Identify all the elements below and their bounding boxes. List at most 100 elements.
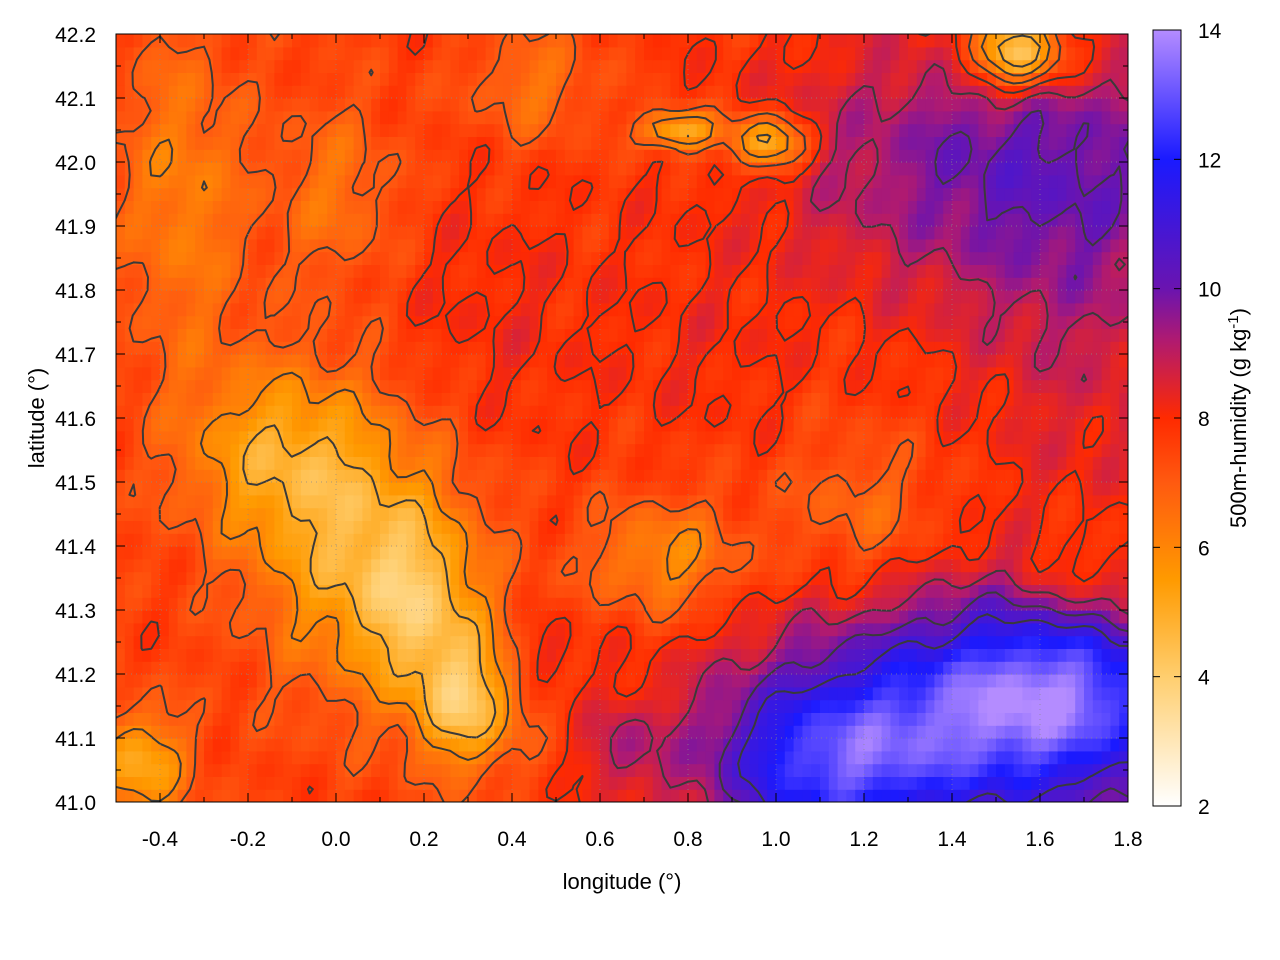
heatmap-cell [820,405,830,419]
heatmap-cell [283,520,293,534]
heatmap-cell [635,379,645,393]
heatmap-cell [635,354,645,368]
heatmap-cell [1004,469,1015,483]
heatmap-cell [758,469,768,483]
heatmap-cell [133,763,143,777]
heatmap-cell [248,430,258,445]
heatmap-cell [529,635,539,649]
heatmap-cell [239,546,249,560]
heatmap-cell [239,315,249,329]
heatmap-cell [556,622,566,637]
heatmap-cell [802,610,812,624]
heatmap-cell [450,392,460,406]
heatmap-cell [432,622,443,637]
heatmap-cell [591,738,601,752]
heatmap-cell [987,315,997,329]
heatmap-cell [591,763,601,777]
heatmap-cell [441,520,451,534]
heatmap-cell [652,597,663,611]
heatmap-cell [494,392,504,406]
heatmap-cell [406,430,416,445]
heatmap-cell [230,469,240,483]
heatmap-cell [802,251,812,265]
heatmap-cell [688,610,698,624]
heatmap-cell [415,264,425,278]
heatmap-cell [996,648,1006,662]
heatmap-cell [388,533,399,547]
heatmap-cell [652,315,663,329]
heatmap-cell [124,648,135,662]
heatmap-cell [582,341,592,355]
heatmap-cell [309,328,319,342]
heatmap-cell [767,738,777,752]
heatmap-cell [1092,648,1103,662]
heatmap-cell [872,341,883,355]
heatmap-cell [327,469,337,483]
heatmap-cell [1092,302,1103,317]
heatmap-cell [336,482,346,496]
heatmap-cell [943,674,953,688]
heatmap-cell [617,661,627,675]
heatmap-cell [705,443,715,457]
heatmap-cell [573,482,583,496]
heatmap-cell [943,648,953,662]
heatmap-cell [1101,571,1111,585]
heatmap-cell [696,392,707,406]
heatmap-cell [292,725,302,739]
heatmap-cell [380,776,390,790]
heatmap-cell [327,674,337,688]
heatmap-cell [415,430,425,445]
heatmap-cell [661,507,671,521]
heatmap-cell [424,558,434,573]
heatmap-cell [336,302,346,317]
heatmap-cell [1013,661,1023,675]
heatmap-cell [934,533,944,547]
heatmap-cell [221,315,231,329]
heatmap-cell [793,507,803,521]
heatmap-cell [925,725,935,739]
heatmap-cell [1110,546,1120,560]
heatmap-cell [186,277,196,291]
heatmap-cell [388,392,399,406]
heatmap-cell [327,277,337,291]
heatmap-cell [397,699,407,713]
heatmap-cell [468,648,478,662]
heatmap-cell [943,482,953,496]
heatmap-cell [864,533,874,547]
heatmap-cell [538,750,548,765]
heatmap-cell [1022,341,1032,355]
heatmap-cell [529,302,539,317]
heatmap-cell [934,763,944,777]
heatmap-cell [996,520,1006,534]
heatmap-cell [353,251,363,265]
heatmap-cell [1022,648,1032,662]
heatmap-cell [837,392,847,406]
heatmap-cell [661,533,671,547]
heatmap-cell [573,533,583,547]
heatmap-cell [1057,494,1067,509]
heatmap-cell [1031,750,1041,765]
heatmap-cell [239,738,249,752]
heatmap-cell [1075,712,1085,726]
heatmap-cell [644,584,654,598]
heatmap-cell [943,699,953,713]
heatmap-cell [925,302,935,317]
heatmap-cell [1110,699,1120,713]
heatmap-cell [899,341,909,355]
heatmap-cell [177,750,187,765]
heatmap-cell [644,597,654,611]
heatmap-cell [494,482,504,496]
heatmap-cell [476,443,487,457]
heatmap-cell [177,456,187,470]
heatmap-cell [265,789,275,802]
heatmap-cell [327,418,337,432]
heatmap-cell [740,341,751,355]
heatmap-cell [784,571,795,585]
heatmap-cell [274,482,284,496]
heatmap-cell [837,571,847,585]
heatmap-cell [1066,648,1076,662]
heatmap-cell [529,738,539,752]
heatmap-cell [476,315,487,329]
heatmap-cell [432,674,443,688]
heatmap-cell [424,725,434,739]
